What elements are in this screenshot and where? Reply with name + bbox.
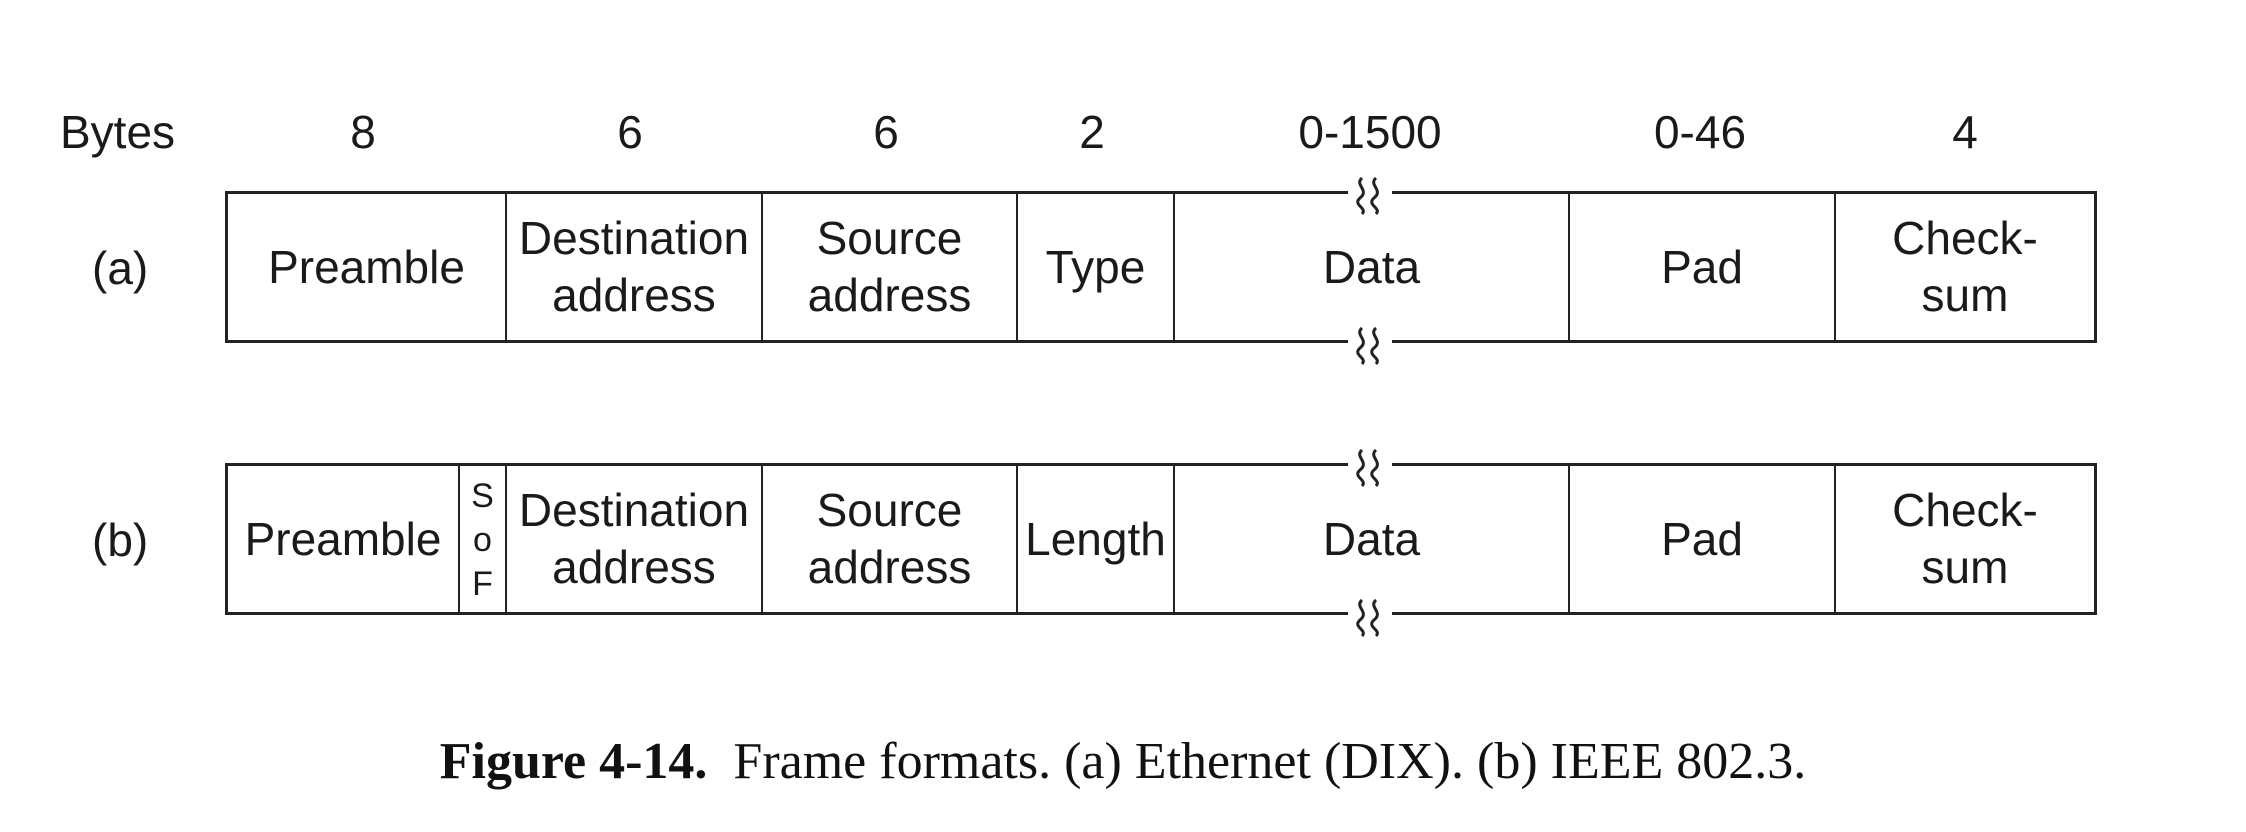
field-destination-address: Destination address — [507, 194, 763, 340]
byte-count-type: 2 — [1079, 106, 1105, 158]
field-destination-address: Destination address — [507, 466, 763, 612]
field-type: Type — [1018, 194, 1175, 340]
field-label: sum — [1921, 269, 2009, 321]
field-data: Data — [1175, 194, 1570, 340]
field-preamble: Preamble — [228, 466, 460, 612]
byte-count-checksum: 4 — [1952, 106, 1978, 158]
frame-b: Preamble S o F Destination address Sourc… — [225, 463, 2097, 615]
field-pad: Pad — [1570, 194, 1836, 340]
field-data: Data — [1175, 466, 1570, 612]
byte-count-data: 0-1500 — [1298, 106, 1442, 158]
frame-a-label: (a) — [92, 242, 149, 294]
field-label: Source — [816, 212, 963, 264]
field-label: address — [552, 541, 716, 593]
byte-count-source: 6 — [873, 106, 899, 158]
field-checksum: Check- sum — [1836, 466, 2094, 612]
byte-count-pad: 0-46 — [1653, 106, 1747, 158]
field-length: Length — [1018, 466, 1175, 612]
byte-count-preamble: 8 — [350, 106, 376, 158]
field-label: Destination — [518, 212, 750, 264]
frame-b-label: (b) — [92, 514, 149, 566]
field-label: Check- — [1892, 212, 2038, 264]
field-label: address — [552, 269, 716, 321]
field-pad: Pad — [1570, 466, 1836, 612]
field-label: Data — [1322, 512, 1421, 565]
field-label: address — [807, 269, 972, 321]
frame-a: Preamble Destination address Source addr… — [225, 191, 2097, 343]
field-label: o — [473, 521, 492, 559]
field-label: Preamble — [244, 512, 442, 565]
field-label: address — [807, 541, 972, 593]
field-label: Destination — [518, 484, 750, 536]
figure-number: Figure 4-14. — [439, 733, 708, 790]
field-source-address: Source address — [763, 194, 1018, 340]
bytes-label: Bytes — [60, 106, 176, 158]
field-start-of-frame: S o F — [460, 466, 507, 612]
break-mark-top-a — [1348, 176, 1392, 216]
field-label: Pad — [1661, 240, 1743, 293]
break-mark-top-b — [1348, 448, 1392, 488]
field-label: Length — [1025, 512, 1166, 565]
field-label: S — [471, 477, 494, 515]
figure-caption: Figure 4-14. Frame formats. (a) Ethernet … — [0, 730, 2246, 794]
caption-text: Frame formats. (a) Ethernet (DIX). (b) I… — [733, 733, 1807, 790]
field-label: sum — [1921, 541, 2009, 593]
field-preamble: Preamble — [228, 194, 507, 340]
break-mark-bottom-b — [1348, 598, 1392, 638]
field-label: Pad — [1661, 512, 1743, 565]
field-label: Check- — [1892, 484, 2038, 536]
byte-count-destination: 6 — [617, 106, 643, 158]
field-checksum: Check- sum — [1836, 194, 2094, 340]
field-source-address: Source address — [763, 466, 1018, 612]
field-label: F — [472, 565, 493, 603]
field-label: Source — [816, 484, 963, 536]
break-mark-bottom-a — [1348, 326, 1392, 366]
field-label: Data — [1322, 240, 1421, 293]
field-label: Type — [1045, 240, 1146, 293]
field-label: Preamble — [268, 240, 465, 293]
